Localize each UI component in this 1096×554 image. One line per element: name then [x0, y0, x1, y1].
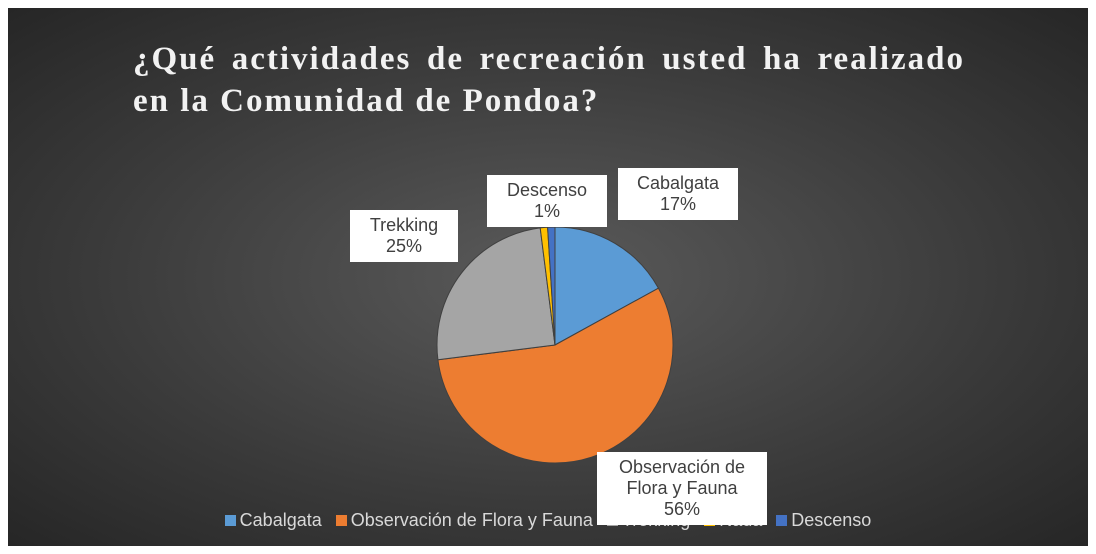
legend-label: Observación de Flora y Fauna — [350, 510, 593, 530]
pie — [436, 226, 674, 464]
legend-swatch — [776, 515, 788, 526]
data-label: Trekking 25% — [350, 210, 458, 262]
data-label-category: Trekking — [369, 215, 439, 235]
pie-slice — [437, 287, 674, 464]
pie-slice — [554, 226, 660, 346]
data-label: Observación de Flora y Fauna 56% — [597, 452, 767, 525]
data-label: Descenso 1% — [487, 175, 607, 227]
legend-item: Observación de Flora y Fauna — [335, 510, 593, 531]
pie-slice — [547, 226, 556, 346]
data-label-value: 56% — [663, 499, 701, 519]
legend-swatch — [224, 515, 236, 526]
legend-item: Descenso — [776, 510, 871, 531]
legend-swatch — [335, 515, 347, 526]
data-label-category: Descenso — [506, 180, 588, 200]
pie-slice — [436, 227, 556, 361]
chart-area: ¿Qué actividades de recreación usted ha … — [8, 8, 1088, 546]
legend-label: Descenso — [791, 510, 872, 530]
data-label-value: 1% — [533, 201, 560, 221]
data-label-value: 25% — [385, 236, 423, 256]
data-label: Cabalgata 17% — [618, 168, 738, 220]
data-label-category: Cabalgata — [636, 173, 720, 193]
legend-item: Cabalgata — [224, 510, 322, 531]
legend-label: Cabalgata — [239, 510, 322, 530]
chart-title: ¿Qué actividades de recreación usted ha … — [133, 41, 965, 119]
data-label-value: 17% — [659, 194, 697, 214]
data-label-category: Observación de Flora y Fauna — [618, 457, 746, 498]
